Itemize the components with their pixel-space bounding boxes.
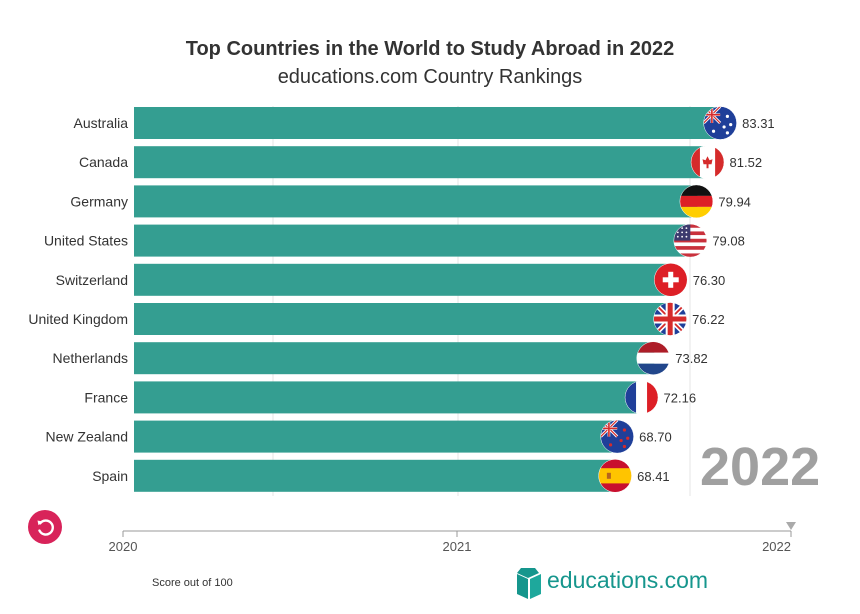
bar — [134, 146, 709, 179]
current-year-label: 2022 — [700, 437, 821, 497]
timeline-tick-label: 2021 — [443, 539, 472, 554]
book-logo-icon — [517, 568, 541, 599]
united-states-flag-icon — [673, 223, 708, 258]
bar — [134, 224, 692, 257]
spain-flag-icon — [598, 459, 632, 493]
timeline-tick-label: 2020 — [109, 539, 138, 554]
canada-flag-icon — [690, 145, 725, 179]
bar — [134, 263, 672, 296]
category-label: Spain — [92, 468, 128, 484]
timeline-handle[interactable] — [786, 522, 796, 530]
category-label: United Kingdom — [28, 311, 128, 327]
netherlands-flag-icon — [636, 341, 671, 375]
category-label: Switzerland — [56, 272, 128, 288]
value-label: 79.94 — [718, 194, 751, 209]
value-label: 73.82 — [675, 351, 708, 366]
france-flag-icon — [624, 380, 659, 415]
bar — [134, 107, 722, 139]
bar — [134, 342, 655, 375]
germany-flag-icon — [679, 184, 714, 219]
brand-name: educations.com — [547, 567, 709, 593]
value-label: 68.70 — [639, 430, 672, 445]
chart-title: Top Countries in the World to Study Abro… — [185, 38, 675, 60]
value-label: 76.30 — [693, 273, 726, 288]
replay-button[interactable] — [28, 510, 62, 544]
timeline-tick-label: 2022 — [762, 539, 791, 554]
bar — [134, 185, 698, 218]
replay-icon — [37, 519, 54, 536]
value-label: 76.22 — [692, 312, 725, 327]
category-label: France — [84, 389, 128, 405]
bar — [134, 459, 617, 492]
switzerland-flag-icon — [653, 263, 688, 297]
value-label: 81.52 — [730, 155, 763, 170]
category-label: Netherlands — [53, 350, 129, 366]
united-kingdom-flag-icon — [653, 302, 687, 336]
value-label: 83.31 — [742, 116, 775, 131]
bar — [134, 381, 643, 414]
new-zealand-flag-icon — [600, 419, 634, 454]
category-label: Germany — [70, 193, 128, 209]
category-label: Australia — [74, 115, 129, 131]
score-footnote: Score out of 100 — [152, 577, 233, 589]
value-label: 72.16 — [664, 390, 697, 405]
australia-flag-icon — [703, 106, 737, 140]
value-label: 79.08 — [712, 234, 745, 249]
bar — [134, 420, 619, 453]
chart-subtitle: educations.com Country Rankings — [277, 66, 583, 88]
value-label: 68.41 — [637, 469, 670, 484]
category-label: New Zealand — [46, 429, 129, 445]
category-label: United States — [44, 233, 128, 249]
category-label: Canada — [79, 154, 128, 170]
bar — [134, 303, 672, 335]
